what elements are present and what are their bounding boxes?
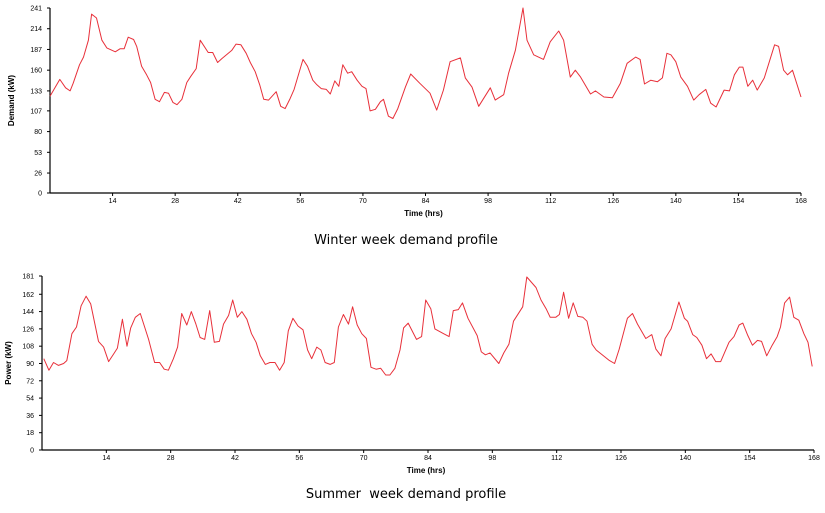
y-tick-label: 0	[30, 448, 34, 455]
x-tick-label: 42	[231, 455, 239, 462]
x-tick-label: 70	[360, 455, 368, 462]
x-tick-label: 126	[607, 198, 619, 205]
x-tick-label: 84	[422, 198, 430, 205]
y-tick-label: 90	[26, 361, 34, 368]
y-tick-label: 18	[26, 430, 34, 437]
y-tick-label: 241	[30, 6, 42, 13]
y-tick-label: 181	[22, 274, 34, 281]
y-axis-label: Power (kW)	[4, 341, 13, 385]
x-tick-label: 98	[488, 455, 496, 462]
y-tick-label: 80	[34, 129, 42, 136]
x-tick-label: 126	[615, 455, 627, 462]
x-tick-label: 112	[551, 455, 562, 462]
y-tick-label: 160	[30, 68, 42, 75]
x-tick-label: 14	[109, 198, 117, 205]
y-tick-label: 162	[22, 292, 34, 299]
x-axis-label: Time (hrs)	[404, 209, 443, 218]
y-tick-label: 187	[30, 47, 42, 54]
x-tick-label: 112	[545, 198, 556, 205]
y-tick-label: 214	[30, 26, 42, 33]
y-tick-label: 72	[26, 378, 34, 385]
x-tick-label: 14	[102, 455, 110, 462]
y-tick-label: 108	[22, 344, 34, 351]
y-tick-label: 26	[34, 171, 42, 178]
summer-chart-caption: Summer week demand profile	[305, 487, 507, 502]
x-tick-label: 56	[295, 455, 303, 462]
x-tick-label: 154	[744, 455, 756, 462]
x-tick-label: 84	[424, 455, 432, 462]
winter-chart-caption: Winter week demand profile	[314, 233, 498, 248]
y-tick-label: 0	[38, 191, 42, 198]
winter-chart: 0 26 53 80 107 133 160 187 214 241 14 28 42 56 70 84 98 1…	[7, 6, 807, 219]
x-tick-label: 56	[296, 198, 304, 205]
summer-chart: 0 18 36 54 72 90 108 126 144 162 181 14 28 42 56 70 84 98…	[4, 274, 820, 476]
y-tick-label: 53	[34, 150, 42, 157]
y-tick-label: 36	[26, 413, 34, 420]
x-tick-label: 28	[171, 198, 179, 205]
x-tick-label: 168	[795, 198, 807, 205]
x-tick-label: 70	[359, 198, 367, 205]
y-axis-label: Demand (kW)	[7, 75, 16, 126]
x-tick-label: 168	[808, 455, 820, 462]
x-tick-label: 154	[733, 198, 745, 205]
x-tick-label: 42	[234, 198, 242, 205]
x-tick-label: 140	[679, 455, 691, 462]
y-tick-label: 126	[22, 326, 34, 333]
y-tick-label: 107	[30, 108, 42, 115]
summer-series-line	[43, 276, 813, 376]
x-tick-label: 98	[484, 198, 492, 205]
x-tick-label: 140	[670, 198, 682, 205]
x-tick-label: 28	[167, 455, 175, 462]
x-axis-label: Time (hrs)	[407, 466, 446, 475]
y-tick-label: 144	[22, 309, 34, 316]
winter-series-line	[49, 7, 802, 119]
y-tick-label: 133	[30, 88, 42, 95]
y-tick-label: 54	[26, 396, 34, 403]
